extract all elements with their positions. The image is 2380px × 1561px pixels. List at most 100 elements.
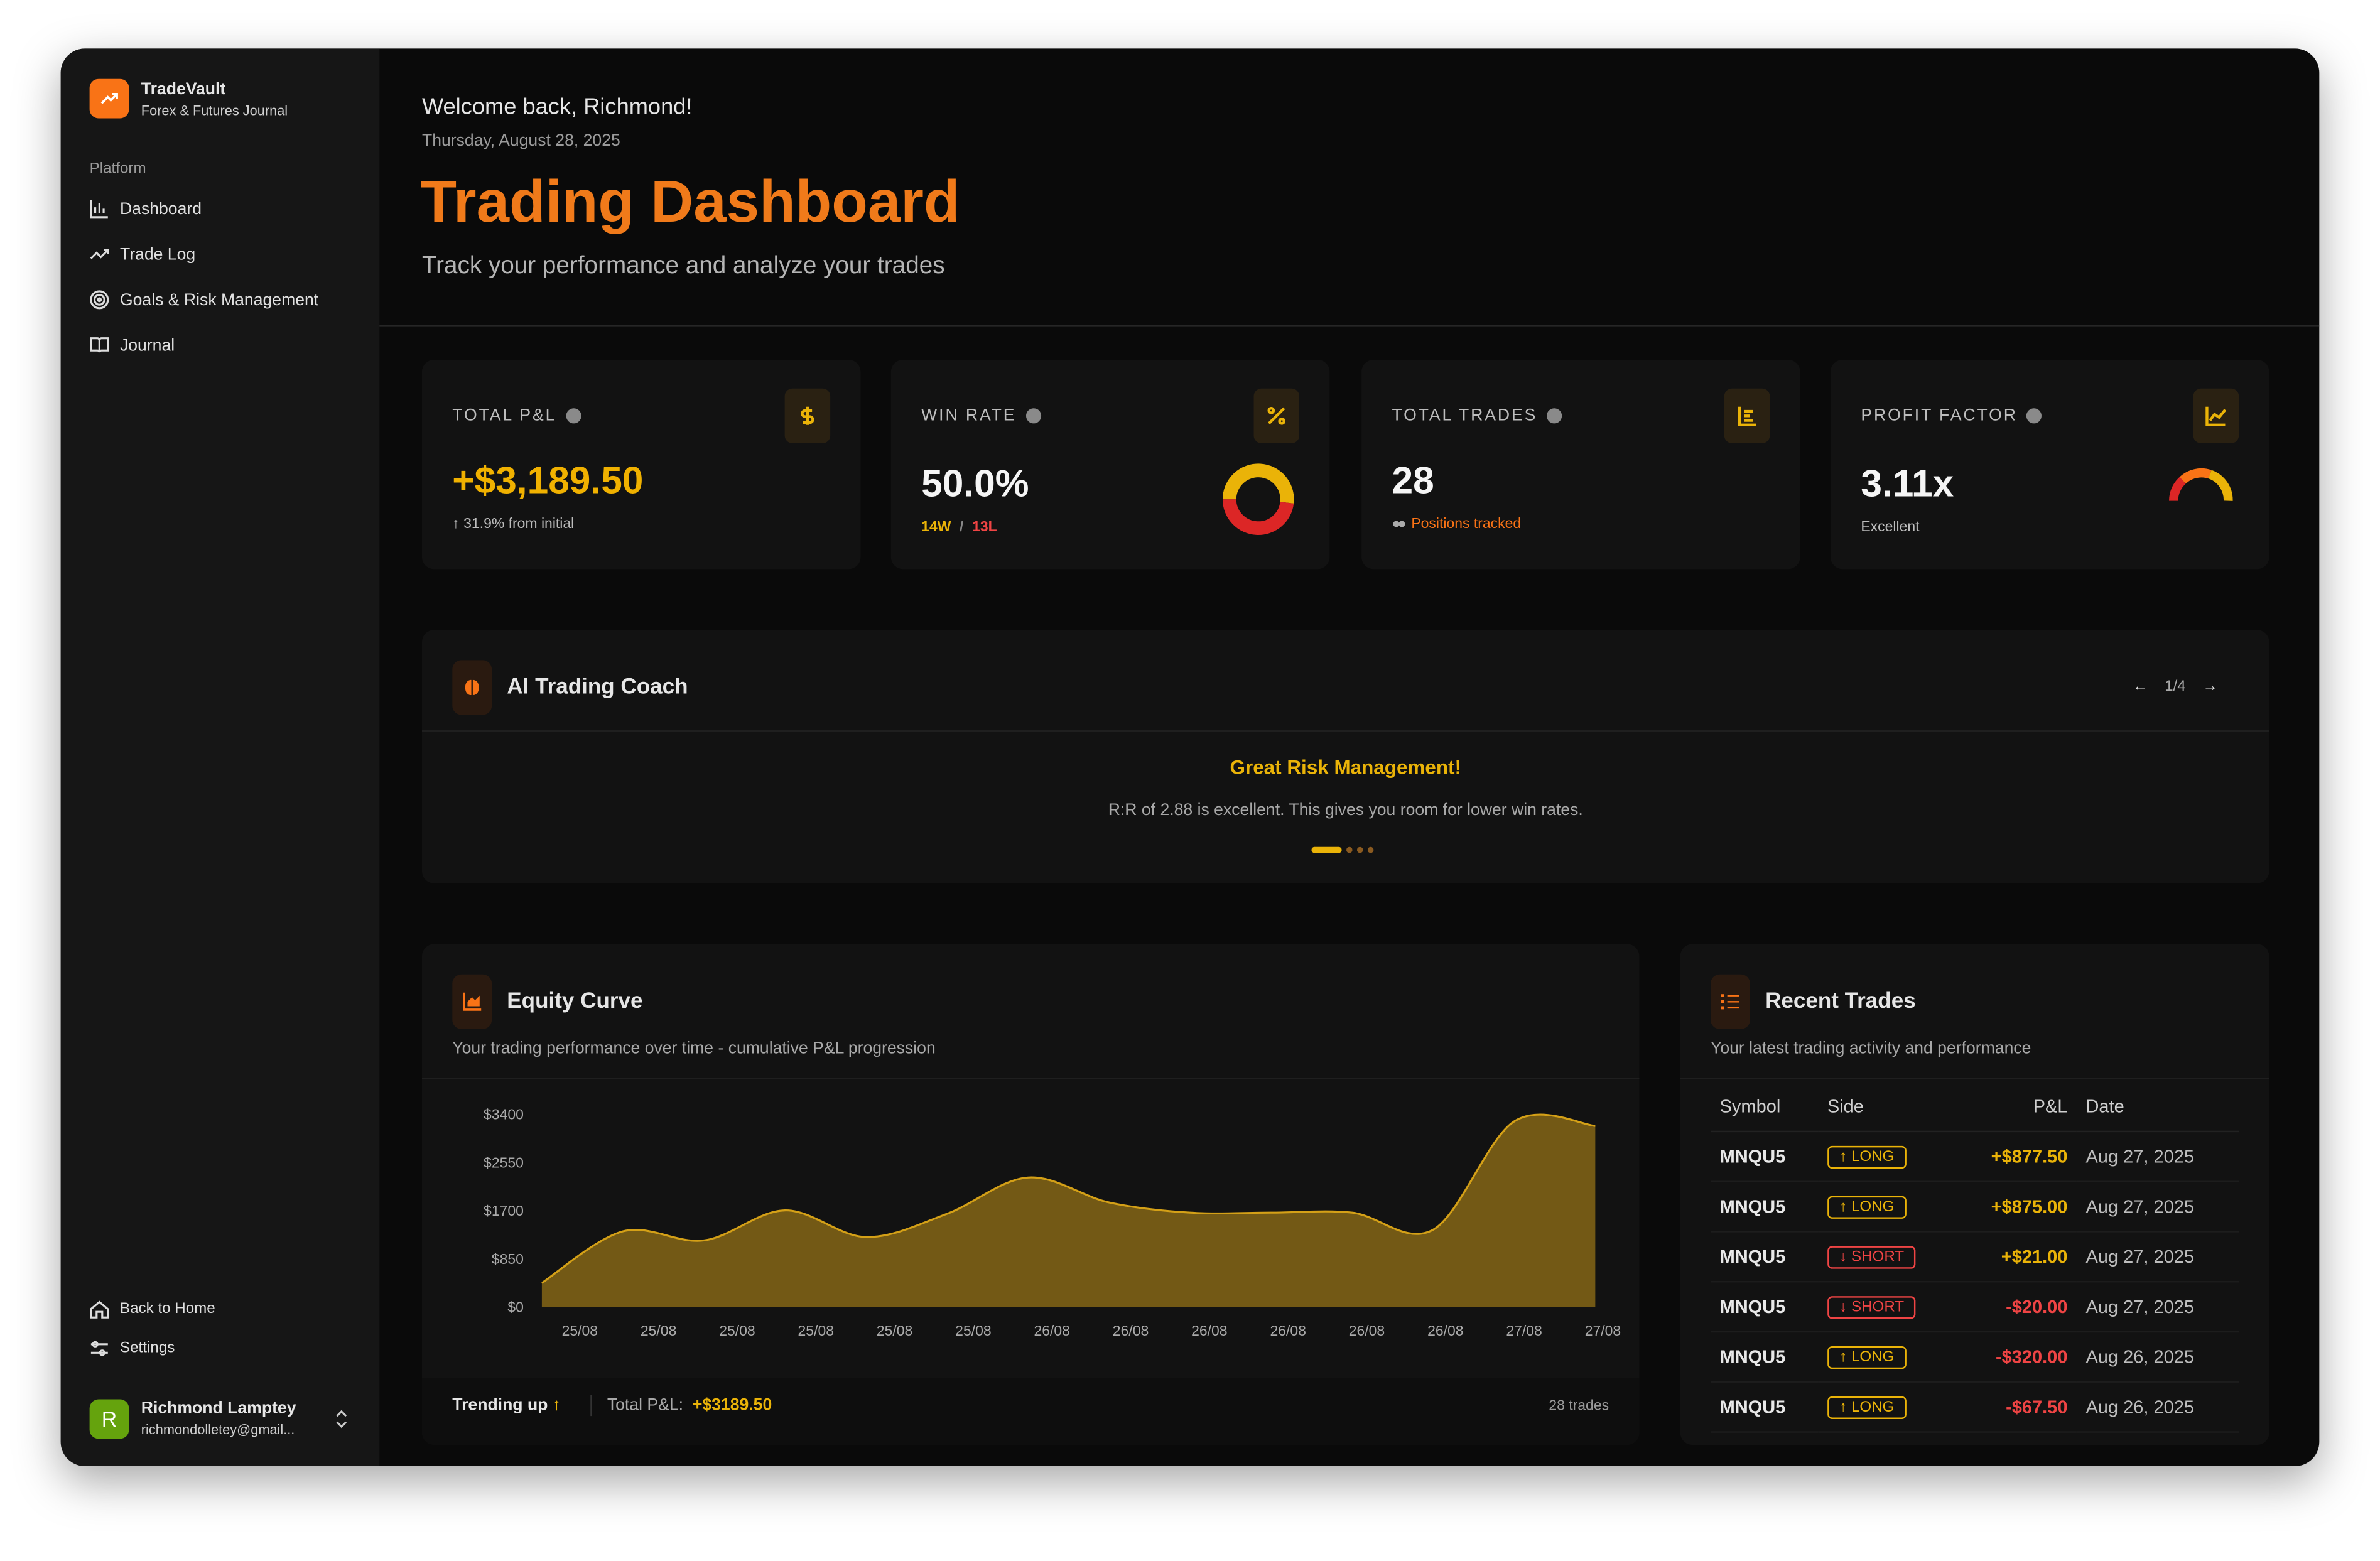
nav-item[interactable]: Trade Log — [90, 244, 195, 264]
y-tick-label: $0 — [507, 1299, 524, 1315]
x-tick-label: 26/08 — [1191, 1322, 1227, 1339]
trade-row: MNQU5 ↑ LONG -$320.00 Aug 26, 2025 — [1711, 1331, 2239, 1383]
nav-label: Journal — [119, 336, 175, 355]
app-window: TradeVault Forex & Futures Journal Platf… — [60, 48, 2320, 1466]
x-tick-label: 27/08 — [1585, 1322, 1621, 1339]
date: Thursday, August 28, 2025 — [421, 132, 620, 151]
nav-label: Dashboard — [119, 199, 202, 218]
avatar: R — [89, 1399, 129, 1439]
side-text: LONG — [1851, 1199, 1895, 1216]
expand-icon[interactable] — [334, 1408, 349, 1430]
column-header: P&L — [1955, 1080, 2077, 1133]
wins: 14W — [921, 519, 951, 536]
date: Aug 27, 2025 — [2076, 1282, 2239, 1333]
symbol: MNQU5 — [1711, 1231, 1819, 1283]
coach-pager[interactable]: ← 1/4 → — [2133, 678, 2218, 696]
stat-icon — [784, 388, 831, 443]
stat-value: +$3,189.50 — [452, 460, 644, 503]
stat-note: ●● Positions tracked — [1392, 516, 1522, 533]
x-tick-label: 26/08 — [1034, 1322, 1070, 1339]
y-tick-label: $850 — [492, 1251, 524, 1267]
nav-item[interactable]: Journal — [90, 335, 175, 355]
equity-line — [541, 1113, 1596, 1284]
page-indicator: 1/4 — [2165, 678, 2186, 696]
nav-item[interactable]: Dashboard — [90, 199, 202, 219]
trades-table: Symbol Side P&L Date MNQU5 ↑ LONG +$877.50 Aug … — [1711, 1080, 2239, 1433]
footer-nav[interactable]: Back to Home — [90, 1299, 215, 1319]
stat-label-text: TOTAL TRADES — [1392, 406, 1538, 425]
stat-note: Excellent — [1861, 519, 1920, 536]
coach-headline: Great Risk Management! — [1230, 755, 1461, 779]
separator: / — [960, 519, 964, 536]
column-header: Date — [2076, 1080, 2239, 1133]
trades-title: Recent Trades — [1765, 989, 1916, 1014]
trade-row: MNQU5 ↓ SHORT -$20.00 Aug 27, 2025 — [1711, 1282, 2239, 1333]
tagline: Forex & Futures Journal — [141, 103, 288, 119]
trade-row: MNQU5 ↓ SHORT +$21.00 Aug 27, 2025 — [1711, 1231, 2239, 1283]
pnl: +$21.00 — [1955, 1231, 2077, 1283]
nav-label: Settings — [119, 1340, 175, 1357]
coach-message: R:R of 2.88 is excellent. This gives you… — [1108, 801, 1583, 820]
separator — [590, 1395, 592, 1417]
stat-label: TOTAL P&L — [452, 407, 581, 425]
side-text: LONG — [1851, 1349, 1895, 1366]
nav-label: Goals & Risk Management — [119, 290, 319, 309]
pnl: +$875.00 — [1955, 1181, 2077, 1233]
x-tick-label: 25/08 — [877, 1322, 912, 1339]
divider — [379, 325, 2320, 327]
equity-card: Equity Curve Your trading performance ov… — [421, 944, 1640, 1445]
x-tick-label: 26/08 — [1349, 1322, 1385, 1339]
stat-card: TOTAL P&L +$3,189.50 ↑ 31.9% from initia… — [421, 359, 861, 570]
side-badge: ↑ LONG — [1827, 1145, 1907, 1169]
side-text: LONG — [1851, 1399, 1895, 1417]
footer-nav[interactable]: Settings — [90, 1339, 175, 1358]
divider — [421, 1078, 1640, 1079]
side-text: SHORT — [1851, 1249, 1905, 1266]
date: Aug 27, 2025 — [2076, 1131, 2239, 1182]
x-tick-label: 25/08 — [798, 1322, 834, 1339]
divider — [421, 730, 2269, 732]
pnl: -$67.50 — [1955, 1381, 2077, 1433]
welcome: Welcome back, Richmond! — [421, 94, 693, 120]
equity-area — [541, 1115, 1596, 1307]
stat-value: 3.11x — [1861, 463, 1954, 505]
side-badge: ↑ LONG — [1827, 1346, 1907, 1369]
symbol: MNQU5 — [1711, 1131, 1819, 1182]
pnl: -$320.00 — [1955, 1331, 2077, 1383]
x-tick-label: 26/08 — [1427, 1322, 1463, 1339]
divider — [1680, 1078, 2269, 1079]
date: Aug 26, 2025 — [2076, 1381, 2239, 1433]
gauge — [2169, 468, 2233, 502]
side: ↓ SHORT — [1818, 1282, 1955, 1333]
nav-item[interactable]: Goals & Risk Management — [90, 290, 319, 310]
date: Aug 27, 2025 — [2076, 1231, 2239, 1283]
chart-title: Equity Curve — [507, 989, 643, 1014]
date: Aug 27, 2025 — [2076, 1181, 2239, 1233]
section-label: Platform — [89, 161, 146, 178]
trades-card: Recent Trades Your latest trading activi… — [1680, 944, 2269, 1445]
stat-label-text: WIN RATE — [921, 406, 1017, 425]
total: Total P&L: +$3189.50 — [607, 1396, 772, 1415]
total-value: +$3189.50 — [692, 1396, 772, 1415]
chart-subtitle: Your trading performance over time - cum… — [452, 1039, 936, 1058]
user-email: richmondolletey@gmail... — [141, 1422, 295, 1437]
side: ↑ LONG — [1818, 1181, 1955, 1233]
win-loss: 14W / 13L — [921, 519, 997, 536]
pnl: +$877.50 — [1955, 1131, 2077, 1182]
x-tick-label: 25/08 — [641, 1322, 676, 1339]
side: ↑ LONG — [1818, 1381, 1955, 1433]
header-row: Symbol Side P&L Date — [1711, 1080, 2239, 1133]
x-tick-label: 25/08 — [562, 1322, 598, 1339]
win-arc — [1222, 463, 1294, 504]
side: ↓ SHORT — [1818, 1231, 1955, 1283]
stat-icon — [1724, 388, 1770, 443]
symbol: MNQU5 — [1711, 1282, 1819, 1333]
stat-value: 50.0% — [921, 463, 1029, 505]
y-tick-label: $1700 — [484, 1202, 524, 1219]
trend: Trending up ↑ — [452, 1396, 561, 1415]
stat-value: 28 — [1392, 460, 1434, 503]
trade-row: MNQU5 ↑ LONG +$877.50 Aug 27, 2025 — [1711, 1131, 2239, 1182]
y-tick-label: $3400 — [484, 1106, 524, 1123]
